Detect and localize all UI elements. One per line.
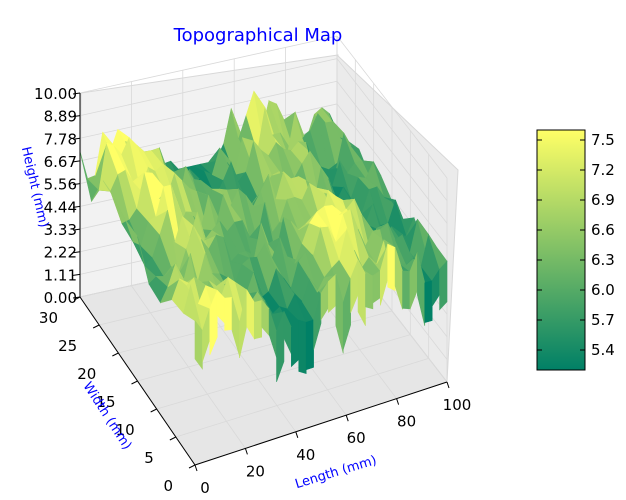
surface-skirt [424, 280, 433, 323]
x-tick-label: 60 [347, 429, 366, 447]
surface [79, 90, 448, 382]
surface-skirt [372, 270, 381, 304]
z-tick-label: 8.89 [44, 108, 77, 126]
y-tick-label: 15 [96, 393, 115, 411]
y-tick-label: 10 [116, 421, 135, 439]
y-tick-label: 30 [39, 309, 58, 327]
surface-skirt [357, 259, 366, 326]
surface-skirt [342, 278, 351, 350]
colorbar-tick-label: 7.2 [591, 161, 615, 179]
z-tick-label: 0.00 [44, 289, 77, 307]
surface-skirt [224, 297, 233, 331]
x-tick-label: 100 [443, 396, 472, 414]
surface-skirt [328, 273, 337, 314]
colorbar-tick-label: 6.3 [591, 251, 615, 269]
surface-skirt [276, 311, 285, 382]
x-tick-label: 0 [200, 479, 210, 497]
surface-skirt [194, 319, 203, 370]
colorbar-tick-label: 5.4 [591, 341, 615, 359]
surface-skirt [209, 290, 218, 356]
surface-skirt [305, 319, 314, 371]
surface-skirt [402, 270, 411, 310]
colorbar-tick-label: 6.9 [591, 191, 615, 209]
surface-skirt [365, 273, 374, 310]
z-tick-label: 2.22 [44, 244, 77, 262]
z-tick-label: 4.44 [44, 198, 77, 216]
y-tick-label: 5 [144, 449, 154, 467]
surface-skirt [253, 300, 263, 340]
y-axis-label: Width (mm) [80, 380, 135, 453]
surface-skirt [387, 243, 396, 292]
surface-skirt [394, 247, 403, 310]
chart-title: Topographical Map [173, 25, 343, 46]
colorbar-tick-label: 7.5 [591, 131, 615, 149]
tick-labels: 0204060801000510152025300.001.112.223.33… [34, 85, 471, 497]
y-tick-label: 0 [163, 477, 173, 495]
x-tick-label: 40 [296, 446, 315, 464]
surface-skirt [335, 274, 344, 354]
z-tick-label: 7.78 [44, 130, 77, 148]
x-tick-label: 20 [246, 462, 265, 480]
surface-skirt [439, 260, 448, 311]
colorbar-tick-label: 5.7 [591, 311, 615, 329]
colorbar [536, 129, 586, 371]
z-tick-label: 10.00 [34, 85, 77, 103]
y-tick-label: 20 [77, 365, 96, 383]
z-tick-label: 6.67 [44, 153, 77, 171]
surface-skirt [291, 319, 300, 368]
surface-skirt [298, 319, 307, 374]
z-tick-label: 5.56 [44, 176, 77, 194]
x-tick-label: 80 [397, 413, 416, 431]
surface-skirt [417, 252, 426, 326]
colorbar-ticks: 5.4 5.7 6.0 6.3 6.6 6.9 7.2 7.5 [537, 131, 615, 359]
surface-skirt [313, 293, 322, 350]
z-tick-label: 1.11 [44, 266, 77, 284]
y-tick-label: 25 [58, 337, 77, 355]
z-tick-label: 3.33 [44, 221, 77, 239]
colorbar-tick-label: 6.0 [591, 281, 615, 299]
colorbar-tick-label: 6.6 [591, 221, 615, 239]
